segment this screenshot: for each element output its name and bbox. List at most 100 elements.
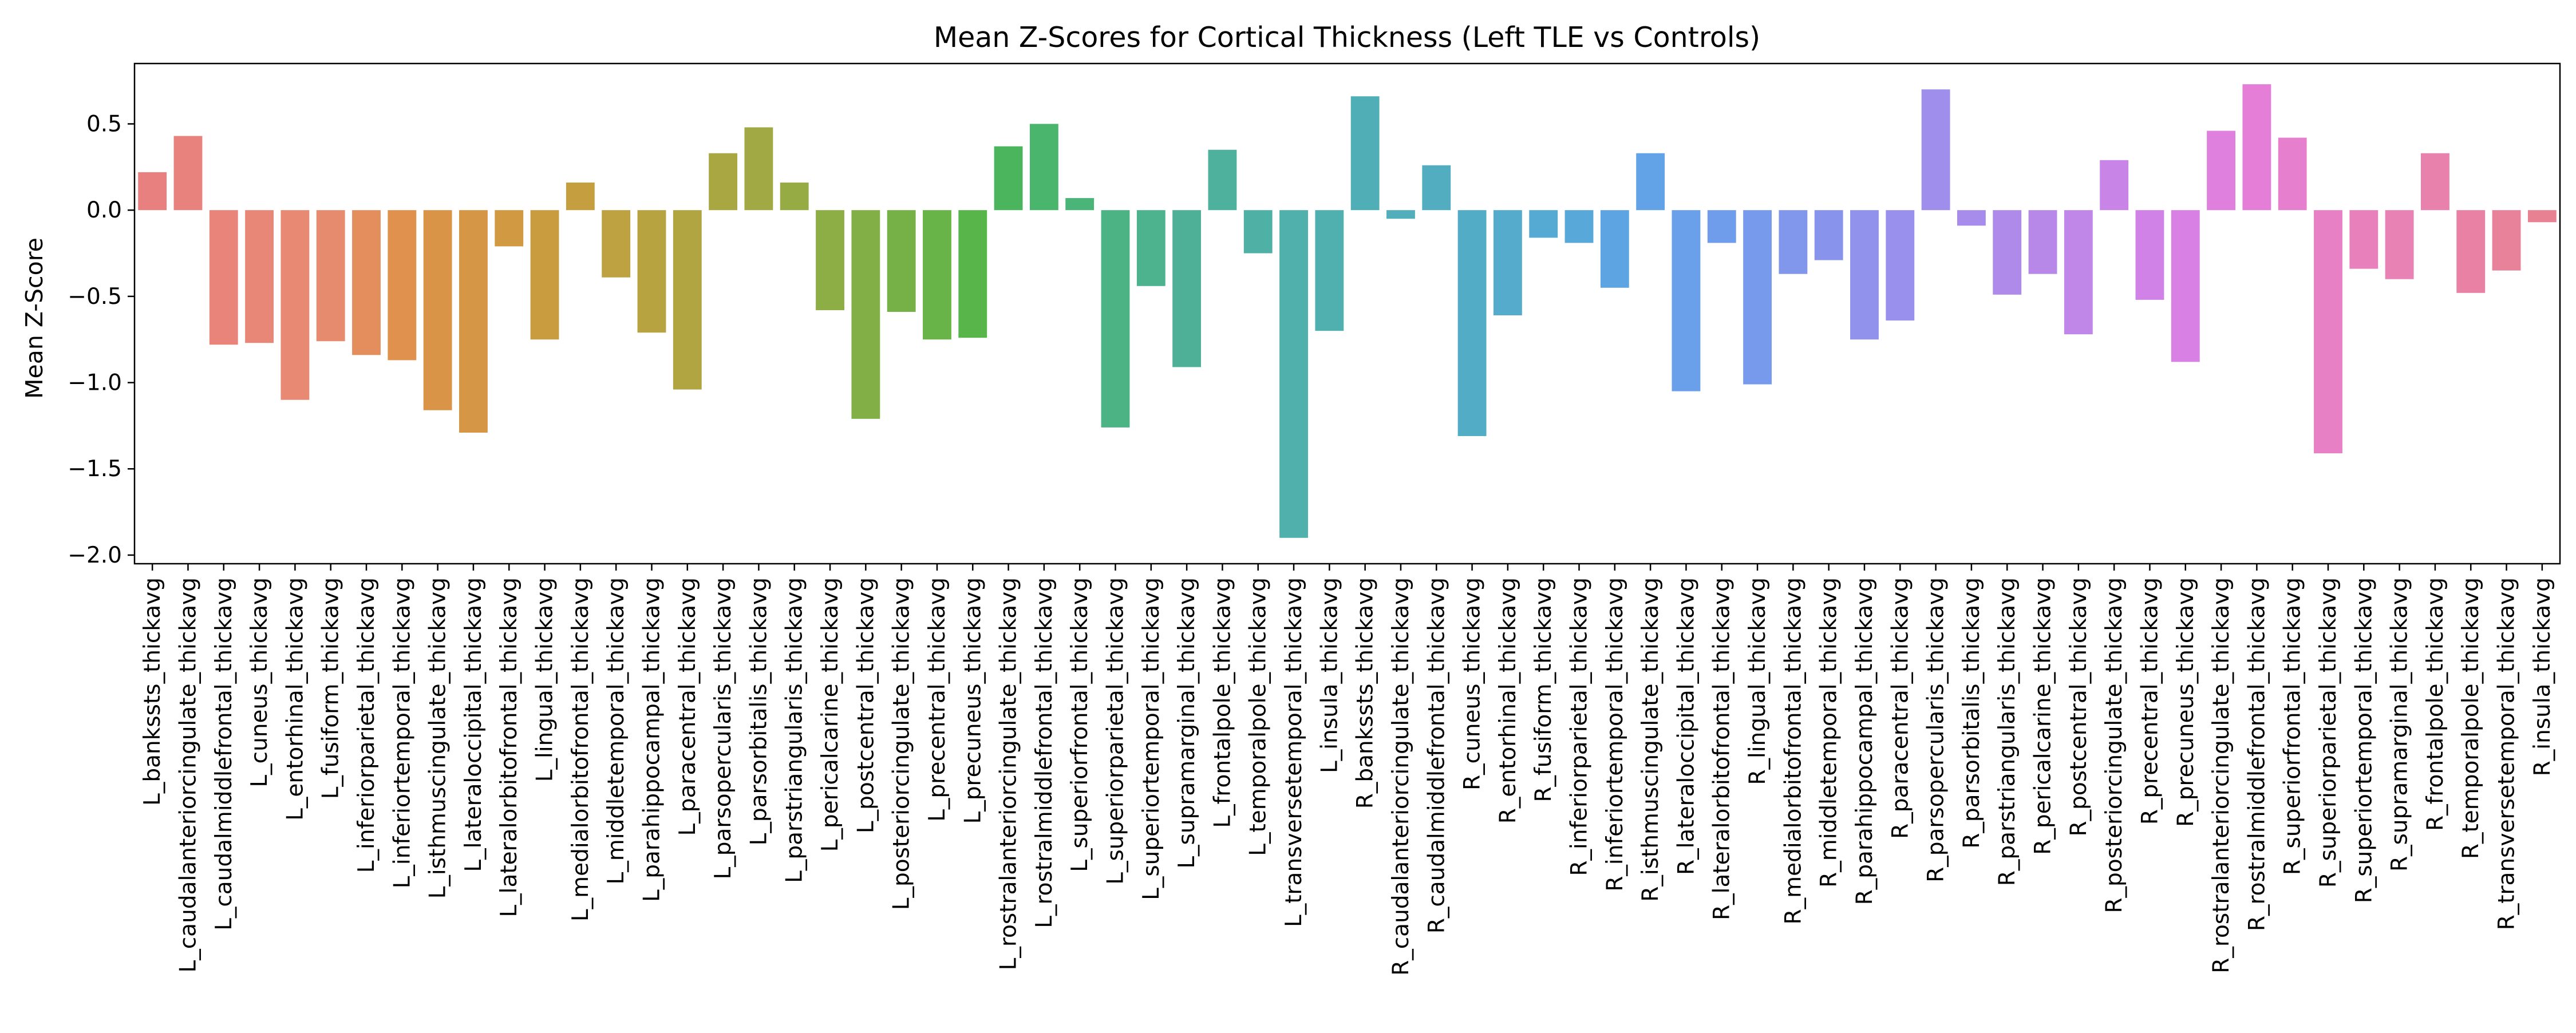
bar-L_superiorfrontal_thickavg [1065, 198, 1095, 211]
bar-L_supramarginal_thickavg [1172, 210, 1202, 367]
x-axis-ticks: L_bankssts_thickavg L_caudalanteriorcingu… [140, 564, 2555, 976]
x-tick-label: L_parstriangularis_thickavg [782, 577, 808, 883]
bar-R_inferiortemporal_thickavg [1600, 210, 1629, 288]
bar-R_paracentral_thickavg [1886, 210, 1915, 321]
x-tick-label: R_transversetemporal_thickavg [2494, 577, 2520, 930]
x-tick-label: L_parahippocampal_thickavg [639, 577, 665, 902]
y-tick-label: −1.5 [68, 456, 122, 482]
x-tick-label: L_parsorbitalis_thickavg [746, 577, 772, 845]
x-tick-label: L_postcentral_thickavg [853, 577, 879, 833]
x-tick-label: R_superiorparietal_thickavg [2316, 577, 2341, 888]
bar-L_bankssts_thickavg [138, 172, 167, 211]
x-tick-label: L_transversetemporal_thickavg [1281, 577, 1307, 927]
bar-R_transversetemporal_thickavg [2492, 210, 2521, 271]
x-tick-label: R_inferiortemporal_thickavg [1602, 577, 1628, 892]
x-tick-label: L_entorhinal_thickavg [282, 577, 308, 821]
y-axis-label: Mean Z-Score [21, 238, 48, 399]
x-tick-label: R_insula_thickavg [2530, 577, 2555, 776]
x-tick-label: L_rostralmiddlefrontal_thickavg [1032, 577, 1057, 928]
bar-R_rostralanteriorcingulate_thickavg [2207, 130, 2235, 211]
x-tick-label: L_lingual_thickavg [532, 577, 558, 782]
x-tick-label: L_cuneus_thickavg [247, 577, 272, 787]
bar-R_lingual_thickavg [1743, 210, 1772, 385]
bar-R_postcentral_thickavg [2064, 210, 2093, 335]
x-tick-label: R_parsopercularis_thickavg [1923, 577, 1949, 882]
y-tick-label: −1.0 [68, 370, 122, 396]
x-tick-label: L_middletemporal_thickavg [603, 577, 629, 884]
bar-L_inferiortemporal_thickavg [388, 210, 417, 361]
x-tick-label: R_pericalcarine_thickavg [2030, 577, 2056, 855]
x-tick-label: L_precentral_thickavg [924, 577, 950, 822]
x-tick-label: R_medialorbitofrontal_thickavg [1780, 577, 1806, 924]
bar-R_caudalanteriorcingulate_thickavg [1386, 210, 1415, 219]
bar-L_rostralmiddlefrontal_thickavg [1029, 124, 1058, 211]
x-tick-label: R_lateralorbitofrontal_thickavg [1709, 577, 1735, 920]
x-tick-label: L_posteriorcingulate_thickavg [889, 577, 915, 910]
x-tick-label: R_parstriangularis_thickavg [1994, 577, 2020, 886]
x-tick-label: R_caudalmiddlefrontal_thickavg [1424, 577, 1449, 933]
x-tick-label: R_superiorfrontal_thickavg [2280, 577, 2306, 875]
chart-title: Mean Z-Scores for Cortical Thickness (Le… [934, 21, 1760, 54]
bar-R_entorhinal_thickavg [1493, 210, 1522, 316]
bar-L_parsopercularis_thickavg [709, 153, 738, 211]
bar-R_parsorbitalis_thickavg [1957, 210, 1986, 226]
x-tick-label: R_isthmuscingulate_thickavg [1638, 577, 1664, 902]
x-tick-label: R_parahippocampal_thickavg [1852, 577, 1878, 905]
x-tick-label: R_rostralmiddlefrontal_thickavg [2244, 577, 2270, 931]
bar-R_bankssts_thickavg [1350, 96, 1380, 211]
x-tick-label: R_precuneus_thickavg [2173, 577, 2199, 827]
bar-L_postcentral_thickavg [851, 210, 880, 419]
bar-R_parsopercularis_thickavg [1921, 89, 1950, 211]
bar-L_lingual_thickavg [530, 210, 559, 340]
bar-L_fusiform_thickavg [316, 210, 345, 342]
x-tick-label: R_precentral_thickavg [2137, 577, 2163, 825]
x-tick-label: L_caudalmiddlefrontal_thickavg [211, 577, 237, 931]
bar-L_superiortemporal_thickavg [1136, 210, 1165, 286]
x-tick-label: L_parsopercularis_thickavg [710, 577, 736, 880]
bar-L_rostralanteriorcingulate_thickavg [994, 146, 1023, 211]
x-tick-label: R_caudalanteriorcingulate_thickavg [1388, 577, 1414, 976]
plot-frame [133, 62, 2561, 565]
x-tick-label: R_superiortemporal_thickavg [2351, 577, 2377, 903]
bar-R_temporalpole_thickavg [2456, 210, 2486, 293]
bars-group [138, 84, 2557, 538]
x-tick-label: R_frontalpole_thickavg [2423, 577, 2448, 831]
bar-R_parahippocampal_thickavg [1850, 210, 1879, 340]
x-tick-label: L_frontalpole_thickavg [1210, 577, 1235, 828]
x-tick-label: L_lateralorbitofrontal_thickavg [496, 577, 522, 917]
bar-L_entorhinal_thickavg [280, 210, 310, 400]
bar-R_lateraloccipital_thickavg [1672, 210, 1701, 391]
bar-L_middletemporal_thickavg [602, 210, 631, 278]
bar-L_caudalmiddlefrontal_thickavg [209, 210, 238, 345]
bar-R_middletemporal_thickavg [1814, 210, 1843, 260]
x-tick-label: R_paracentral_thickavg [1887, 577, 1913, 839]
bar-L_inferiorparietal_thickavg [352, 210, 381, 355]
x-tick-label: R_middletemporal_thickavg [1816, 577, 1842, 888]
y-tick-label: 0.5 [86, 111, 122, 137]
bar-L_caudalanteriorcingulate_thickavg [173, 136, 203, 211]
x-tick-label: R_lateraloccipital_thickavg [1673, 577, 1699, 875]
bar-R_lateralorbitofrontal_thickavg [1707, 210, 1736, 243]
x-tick-label: L_insula_thickavg [1317, 577, 1342, 773]
y-tick-label: −0.5 [68, 284, 122, 310]
bar-R_precentral_thickavg [2135, 210, 2164, 300]
x-tick-label: L_lateraloccipital_thickavg [461, 577, 487, 872]
bar-L_precuneus_thickavg [958, 210, 987, 338]
y-tick-label: 0.0 [86, 197, 122, 223]
x-tick-label: L_superiortemporal_thickavg [1139, 577, 1164, 900]
x-tick-label: L_inferiortemporal_thickavg [389, 577, 415, 888]
bar-L_frontalpole_thickavg [1208, 149, 1237, 211]
bar-R_superiortemporal_thickavg [2349, 210, 2379, 269]
bar-L_parsorbitalis_thickavg [744, 127, 773, 211]
x-tick-label: R_entorhinal_thickavg [1495, 577, 1521, 824]
bar-L_pericalcarine_thickavg [816, 210, 844, 310]
x-tick-label: R_parsorbitalis_thickavg [1959, 577, 1985, 849]
bar-L_parstriangularis_thickavg [780, 182, 809, 211]
y-tick-label: −2.0 [68, 543, 122, 568]
x-tick-label: L_rostralanteriorcingulate_thickavg [996, 577, 1022, 970]
bar-R_fusiform_thickavg [1529, 210, 1558, 238]
bar-R_inferiorparietal_thickavg [1564, 210, 1594, 243]
bar-R_isthmuscingulate_thickavg [1636, 153, 1665, 211]
